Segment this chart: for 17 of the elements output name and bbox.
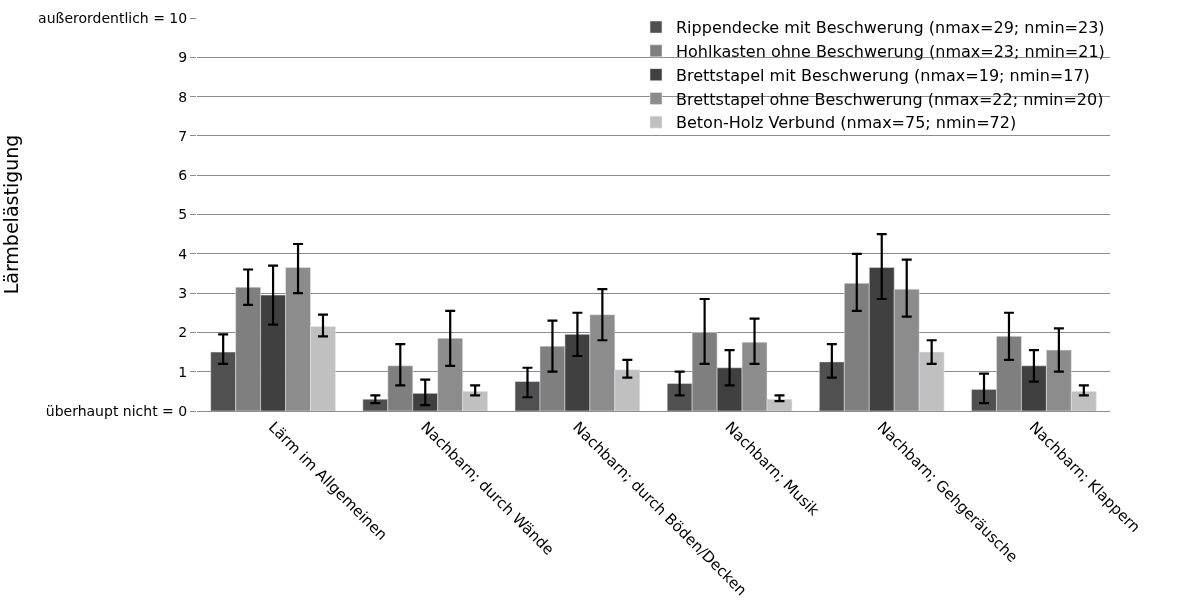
y-tick-label: 1 [178, 363, 188, 380]
y-tick-label: 9 [178, 49, 188, 66]
y-tick-label: 8 [178, 88, 188, 105]
y-tick-label: überhaupt nicht = 0 [45, 402, 188, 419]
legend-label: Hohlkasten ohne Beschwerung (nmax=23; nmin=21) [676, 42, 1105, 62]
legend-label: Rippendecke mit Beschwerung (nmax=29; nmin=23) [676, 18, 1105, 38]
legend-label: Brettstapel ohne Beschwerung (nmax=22; nmin=20) [676, 89, 1104, 109]
y-axis-title: Lärmbelästigung [0, 134, 22, 295]
y-tick-label: 5 [178, 206, 188, 223]
y-tick-label: 4 [178, 245, 188, 262]
y-tick-label: 7 [178, 127, 188, 144]
y-tick-label: 2 [178, 324, 188, 341]
legend-label: Brettstapel mit Beschwerung (nmax=19; nmin=17) [676, 65, 1090, 85]
legend-label: Beton-Holz Verbund (nmax=75; nmin=72) [676, 113, 1017, 133]
y-tick-label: außerordentlich = 10 [38, 9, 188, 26]
y-tick-label: 3 [178, 285, 188, 301]
y-tick-label: 6 [178, 167, 188, 184]
